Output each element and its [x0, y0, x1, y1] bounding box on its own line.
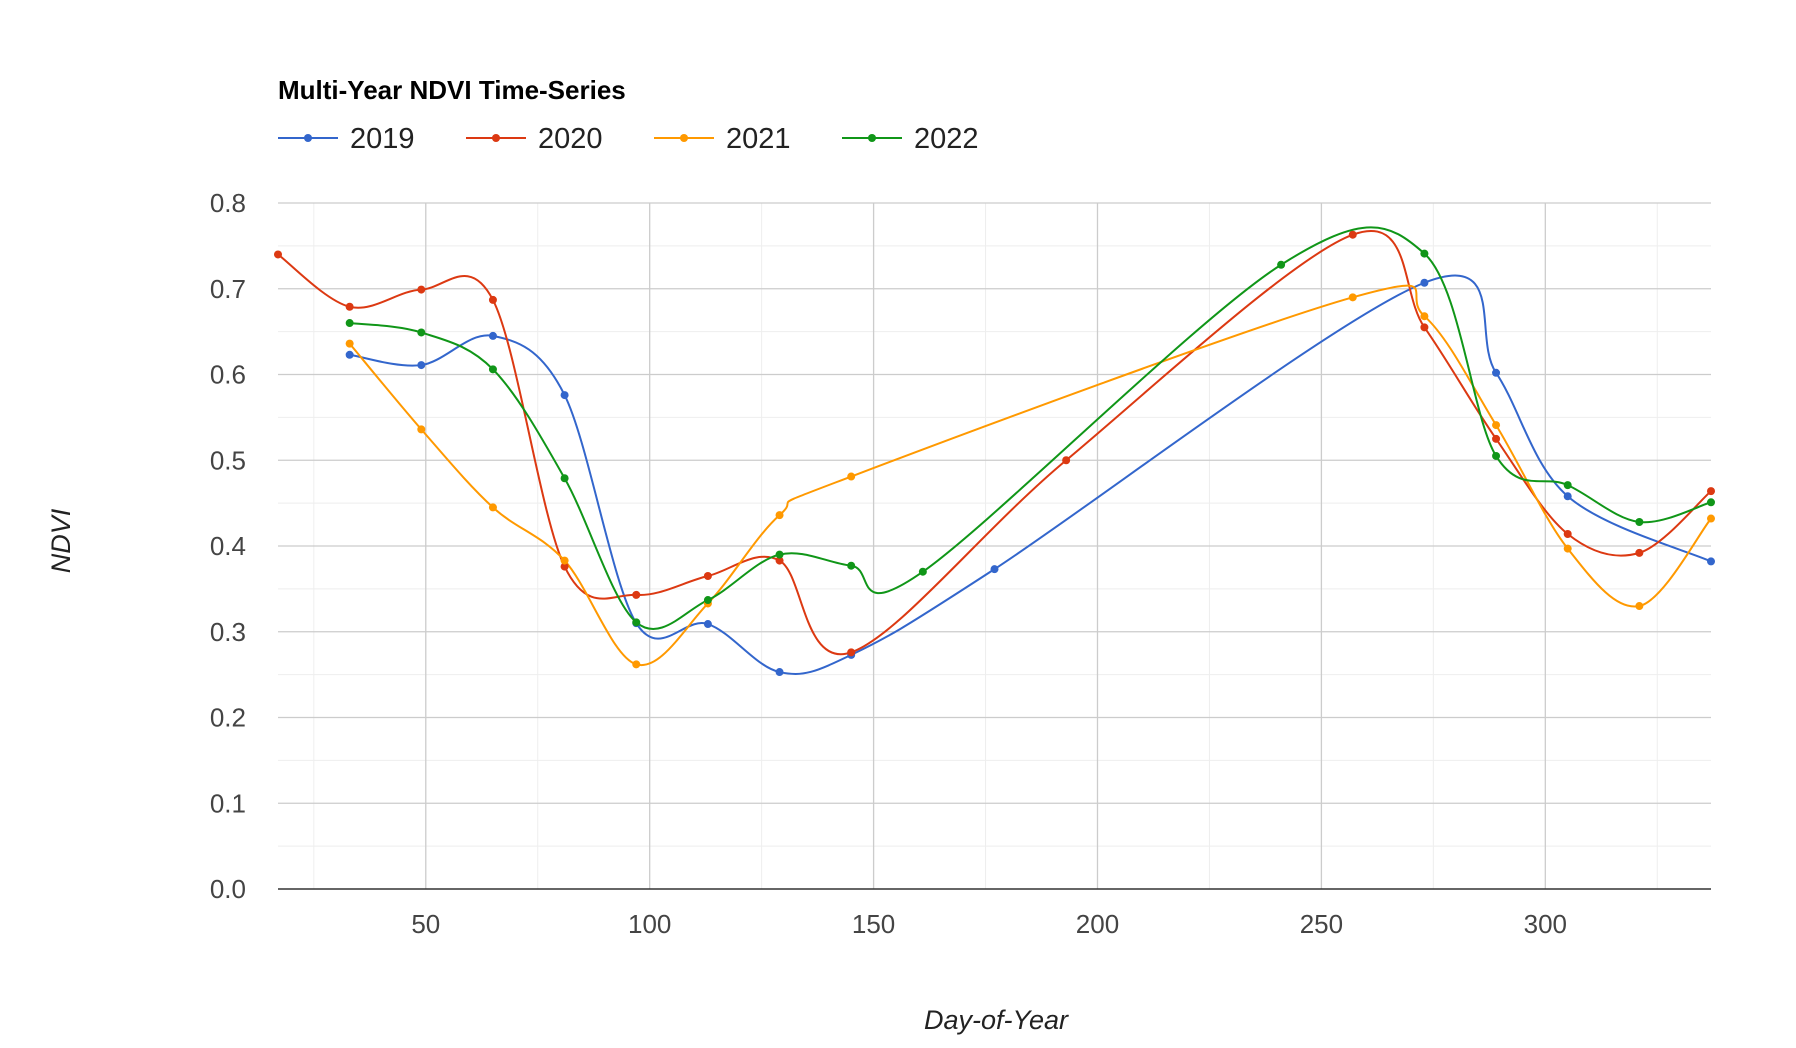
data-point-2020 [1062, 456, 1071, 465]
data-point-2022 [918, 567, 927, 576]
y-tick-labels: 0.0 0.1 0.2 0.3 0.4 0.5 0.6 0.7 0.8 [210, 188, 246, 904]
legend-marker-2021 [680, 134, 688, 142]
series-line-2022 [348, 226, 1712, 630]
legend-marker-2019 [304, 134, 312, 142]
data-point-2020 [1348, 230, 1357, 239]
data-point-2022 [703, 596, 712, 605]
data-point-2020 [1492, 434, 1501, 443]
data-point-2022 [488, 365, 497, 374]
data-point-2022 [1563, 481, 1572, 490]
x-tick-label: 250 [1300, 909, 1343, 939]
data-point-2021 [1635, 602, 1644, 611]
minor-gridlines [278, 203, 1711, 889]
y-tick-label: 0.3 [210, 617, 246, 647]
legend-label-2022: 2022 [914, 123, 979, 155]
y-tick-label: 0.1 [210, 788, 246, 818]
legend-marker-2022 [868, 134, 876, 142]
y-tick-label: 0.5 [210, 445, 246, 475]
data-point-2019 [417, 361, 426, 370]
data-point-2019 [560, 391, 569, 400]
data-point-2019 [1420, 278, 1429, 287]
data-point-2021 [488, 503, 497, 512]
data-point-2022 [1277, 260, 1286, 269]
legend-label-2019: 2019 [350, 123, 415, 155]
x-tick-label: 150 [852, 909, 895, 939]
data-point-2021 [1563, 544, 1572, 553]
y-tick-label: 0.7 [210, 274, 246, 304]
data-point-2021 [1348, 293, 1357, 302]
y-axis-title: NDVI [46, 508, 76, 573]
data-point-2020 [703, 572, 712, 581]
data-point-2020 [1635, 548, 1644, 557]
x-tick-label: 100 [628, 909, 671, 939]
data-point-2020 [560, 562, 569, 571]
data-point-2022 [1420, 249, 1429, 258]
y-tick-label: 0.2 [210, 703, 246, 733]
series-points [274, 230, 1715, 677]
x-tick-labels: 50 100 150 200 250 300 [411, 909, 1567, 939]
series-line-2021 [348, 284, 1712, 667]
data-point-2019 [703, 620, 712, 629]
legend-marker-2020 [492, 134, 500, 142]
data-point-2022 [417, 328, 426, 337]
data-point-2021 [1492, 421, 1501, 430]
data-point-2020 [1563, 529, 1572, 538]
data-point-2022 [632, 618, 641, 627]
y-tick-label: 0.4 [210, 531, 246, 561]
y-tick-label: 0.6 [210, 360, 246, 390]
data-point-2020 [847, 648, 856, 657]
series-line-2019 [348, 274, 1712, 675]
data-point-2022 [345, 319, 354, 328]
data-point-2022 [560, 474, 569, 483]
y-tick-label: 0.0 [210, 874, 246, 904]
data-point-2021 [1420, 312, 1429, 321]
data-point-2021 [1707, 514, 1715, 523]
data-point-2019 [1563, 492, 1572, 501]
data-point-2019 [345, 350, 354, 359]
data-point-2022 [1707, 498, 1715, 507]
data-point-2019 [990, 565, 999, 574]
data-point-2022 [847, 561, 856, 570]
data-point-2022 [1635, 517, 1644, 526]
data-point-2020 [1707, 487, 1715, 496]
data-point-2020 [1420, 323, 1429, 332]
data-point-2021 [847, 472, 856, 481]
legend-label-2021: 2021 [726, 123, 791, 155]
x-tick-label: 200 [1076, 909, 1119, 939]
chart-title: Multi-Year NDVI Time-Series [278, 75, 626, 105]
data-point-2021 [345, 339, 354, 348]
x-axis-title: Day-of-Year [924, 1005, 1069, 1035]
x-tick-label: 300 [1524, 909, 1567, 939]
data-point-2019 [775, 668, 784, 677]
legend-label-2020: 2020 [538, 123, 603, 155]
data-point-2021 [632, 660, 641, 669]
data-point-2019 [1492, 368, 1501, 377]
data-point-2022 [775, 550, 784, 559]
data-point-2020 [417, 285, 426, 294]
data-point-2021 [775, 511, 784, 520]
data-point-2020 [274, 250, 282, 259]
data-point-2020 [775, 556, 784, 565]
legend: 2019 2020 2021 2022 [278, 123, 979, 155]
series-lines [277, 226, 1712, 675]
data-point-2019 [1707, 557, 1715, 566]
data-point-2021 [417, 425, 426, 434]
data-point-2022 [1492, 451, 1501, 460]
x-tick-label: 50 [411, 909, 440, 939]
data-point-2020 [488, 295, 497, 304]
data-point-2020 [632, 590, 641, 599]
y-tick-label: 0.8 [210, 188, 246, 218]
data-point-2021 [560, 556, 569, 565]
major-gridlines [278, 202, 1711, 889]
data-point-2019 [488, 331, 497, 340]
data-point-2020 [345, 302, 354, 311]
